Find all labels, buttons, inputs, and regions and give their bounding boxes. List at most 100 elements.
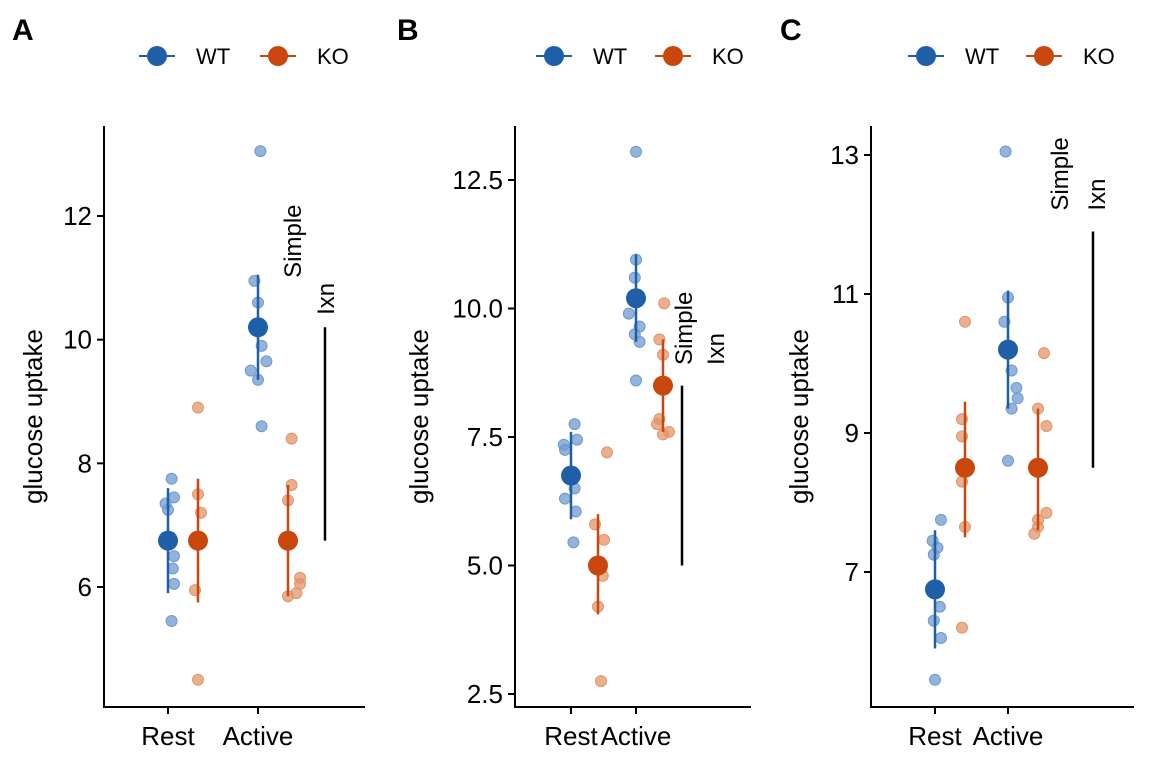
mean-point-ko: [188, 530, 208, 551]
raw-point-ko: [658, 297, 671, 310]
raw-point-wt: [165, 472, 178, 485]
y-tick-label: 12.5: [452, 165, 503, 195]
raw-point-wt: [244, 364, 257, 377]
raw-point-wt: [568, 418, 581, 431]
legend-label-ko: KO: [712, 44, 744, 69]
raw-point-wt: [931, 541, 944, 554]
raw-point-wt: [1002, 454, 1014, 467]
x-tick-label-rest: Rest: [908, 721, 962, 751]
panel-label: C: [780, 14, 802, 47]
raw-point-ko: [1040, 420, 1053, 433]
raw-point-ko: [1038, 347, 1050, 360]
series-wt: [158, 145, 273, 628]
annotation-ixn: Ixn: [313, 283, 340, 315]
y-tick-label: 8: [78, 448, 92, 478]
legend-label-wt: WT: [965, 44, 999, 69]
legend-marker-ko: [1034, 46, 1054, 66]
raw-point-wt: [567, 536, 580, 549]
series-wt: [557, 145, 646, 549]
mean-point-wt: [561, 465, 581, 486]
y-tick-label: 7.5: [467, 422, 503, 452]
raw-point-ko: [192, 673, 204, 686]
series-ko: [188, 401, 306, 686]
annotation-simple: Simple: [280, 204, 307, 277]
legend: WT KO: [536, 44, 744, 69]
panel-c: C WT KO 7 9 11 13 glucose uptake Rest Active Simpl…: [780, 14, 1134, 751]
annotation-ixn: Ixn: [1084, 179, 1111, 211]
raw-point-wt: [559, 492, 571, 505]
mean-point-ko: [1028, 457, 1048, 478]
raw-point-ko: [956, 621, 968, 634]
raw-point-wt: [254, 145, 267, 158]
y-tick-label: 5.0: [467, 551, 503, 581]
legend-label-wt: WT: [593, 44, 627, 69]
x-tick-label-active: Active: [973, 721, 1044, 751]
raw-point-wt: [935, 632, 947, 645]
raw-point-ko: [1040, 506, 1053, 519]
y-tick-label: 2.5: [467, 679, 503, 709]
raw-point-wt: [929, 673, 941, 686]
panel-a: A WT KO 6 8 10 12 glucose uptake Rest Active Simpl…: [12, 14, 365, 751]
raw-point-ko: [285, 432, 298, 445]
raw-point-wt: [571, 433, 583, 446]
mean-point-wt: [998, 339, 1018, 360]
raw-point-ko: [595, 675, 607, 688]
panel-b: B WT KO 2.5 5.0 7.5 10.0 12.5 glucose uptake Rest…: [397, 14, 751, 751]
y-axis-title: glucose uptake: [784, 329, 814, 504]
panel-label: A: [12, 14, 34, 47]
legend-label-ko: KO: [317, 44, 349, 69]
series-wt: [925, 145, 1024, 686]
legend-marker-ko: [663, 46, 683, 66]
mean-point-ko: [588, 555, 608, 576]
raw-point-wt: [1011, 392, 1024, 405]
legend: WT KO: [139, 44, 349, 69]
raw-point-ko: [601, 446, 613, 459]
y-axis-title: glucose uptake: [404, 329, 434, 504]
raw-point-wt: [165, 615, 178, 628]
legend-marker-wt: [916, 46, 936, 66]
x-tick-label-rest: Rest: [141, 721, 195, 751]
mean-point-ko: [955, 457, 975, 478]
y-tick-label: 12: [63, 201, 92, 231]
raw-point-ko: [598, 533, 610, 546]
legend-marker-wt: [147, 46, 167, 66]
mean-point-ko: [653, 375, 673, 396]
raw-point-wt: [622, 307, 635, 320]
raw-point-wt: [260, 355, 273, 368]
raw-point-wt: [559, 443, 571, 456]
raw-point-ko: [651, 418, 663, 431]
raw-point-ko: [1028, 527, 1041, 540]
mean-point-wt: [626, 288, 646, 309]
raw-point-wt: [168, 550, 180, 563]
legend-label-wt: WT: [196, 44, 230, 69]
raw-point-wt: [630, 374, 642, 387]
raw-point-wt: [255, 420, 268, 433]
y-axis-title: glucose uptake: [18, 329, 48, 504]
y-tick-label: 11: [832, 279, 859, 309]
series-ko: [955, 315, 1053, 634]
y-tick-label: 10: [63, 325, 92, 355]
raw-point-wt: [630, 145, 642, 158]
y-tick-label: 9: [845, 418, 859, 448]
legend-marker-wt: [544, 46, 564, 66]
legend-marker-ko: [268, 46, 288, 66]
x-tick-label-active: Active: [601, 721, 672, 751]
legend-label-ko: KO: [1083, 44, 1115, 69]
y-tick-label: 6: [78, 572, 92, 602]
y-tick-label: 10.0: [452, 294, 503, 324]
y-tick-label: 7: [845, 557, 859, 587]
mean-point-ko: [278, 530, 298, 551]
mean-point-wt: [925, 579, 945, 600]
annotation-ixn: Ixn: [703, 333, 730, 365]
mean-point-wt: [248, 317, 268, 338]
annotation-simple: Simple: [1047, 137, 1074, 210]
y-tick-label: 13: [830, 140, 859, 170]
raw-point-ko: [192, 401, 204, 414]
annotation-simple: Simple: [671, 292, 698, 365]
series-ko: [588, 297, 675, 688]
raw-point-ko: [959, 315, 971, 328]
raw-point-wt: [935, 513, 947, 526]
raw-point-wt: [168, 577, 180, 590]
raw-point-wt: [999, 145, 1012, 158]
